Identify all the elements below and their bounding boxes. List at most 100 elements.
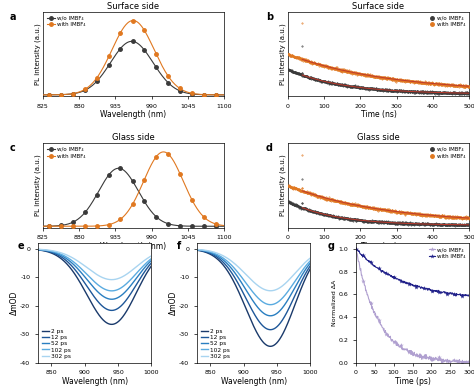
Point xyxy=(385,208,393,214)
Point xyxy=(405,89,412,95)
Point xyxy=(346,83,353,89)
with IMBF₄ xyxy=(353,247,359,251)
Point xyxy=(317,210,325,217)
Point xyxy=(457,90,465,96)
Point xyxy=(419,79,427,85)
Point xyxy=(428,80,436,86)
Point xyxy=(320,211,328,217)
Point xyxy=(328,213,336,219)
Point xyxy=(340,216,347,222)
Point xyxy=(396,220,404,226)
Point xyxy=(396,88,403,94)
2 ps xyxy=(128,301,134,305)
Point xyxy=(445,81,453,88)
Point xyxy=(325,212,332,218)
Legend: w/o IMBF₄, with IMBF₄: w/o IMBF₄, with IMBF₄ xyxy=(46,14,86,28)
Point xyxy=(439,213,447,219)
Point xyxy=(392,210,400,216)
Point xyxy=(393,210,401,216)
Point xyxy=(299,56,306,62)
2 ps xyxy=(148,264,154,268)
Text: c: c xyxy=(10,143,16,153)
Point xyxy=(441,90,449,96)
Point xyxy=(427,81,434,87)
Point xyxy=(434,221,441,227)
Point xyxy=(388,76,395,82)
Point xyxy=(365,72,372,78)
Point xyxy=(455,82,462,88)
Point xyxy=(349,83,357,89)
Point xyxy=(304,57,312,63)
Y-axis label: Normalized ΔA: Normalized ΔA xyxy=(332,280,337,326)
Point xyxy=(403,209,411,215)
Point xyxy=(376,218,383,224)
Point xyxy=(456,82,463,88)
Point xyxy=(356,85,364,91)
102 ps xyxy=(146,258,152,263)
Point xyxy=(462,216,470,222)
Point xyxy=(334,81,342,88)
Point xyxy=(366,85,374,91)
Point xyxy=(331,81,338,87)
12 ps xyxy=(109,308,114,313)
Point xyxy=(337,82,344,88)
Point xyxy=(452,220,459,227)
Point xyxy=(345,201,352,207)
Point xyxy=(361,71,368,77)
Point xyxy=(356,203,364,209)
Point xyxy=(317,63,325,69)
Point xyxy=(359,71,367,77)
Point xyxy=(372,74,379,80)
Point xyxy=(456,215,464,221)
Legend: w/o IMBF₄, with IMBF₄: w/o IMBF₄, with IMBF₄ xyxy=(428,246,466,260)
Point xyxy=(367,85,374,91)
Point xyxy=(304,57,311,63)
Point xyxy=(330,214,338,220)
Point xyxy=(396,210,403,216)
Point xyxy=(444,81,452,88)
Point xyxy=(320,63,328,69)
Point xyxy=(309,75,317,81)
Point xyxy=(422,212,430,218)
Point xyxy=(334,67,342,73)
Point xyxy=(391,220,398,226)
Point xyxy=(342,215,349,222)
Point xyxy=(419,212,427,218)
12 ps xyxy=(308,263,313,268)
Point xyxy=(402,88,410,94)
Point xyxy=(427,221,435,227)
Point xyxy=(332,65,340,71)
Point xyxy=(423,80,430,86)
Point xyxy=(360,204,368,210)
Point xyxy=(288,68,296,74)
X-axis label: Wavelength (nm): Wavelength (nm) xyxy=(100,242,166,251)
Point xyxy=(348,83,356,89)
Point xyxy=(455,90,462,96)
Point xyxy=(410,220,417,227)
Point xyxy=(376,205,383,211)
Point xyxy=(349,216,357,222)
Point xyxy=(356,203,363,209)
Point xyxy=(444,82,451,88)
Point xyxy=(424,89,432,95)
Point xyxy=(410,78,418,85)
Point xyxy=(458,83,466,89)
Point xyxy=(314,61,322,67)
Point xyxy=(392,87,400,93)
Point xyxy=(305,74,313,81)
Point xyxy=(405,221,412,227)
Point xyxy=(405,88,413,94)
Point xyxy=(323,196,330,202)
Point xyxy=(451,89,458,95)
102 ps xyxy=(35,247,41,252)
Point xyxy=(286,199,293,205)
Point xyxy=(452,213,459,220)
Point xyxy=(339,215,347,221)
Point xyxy=(379,74,386,80)
Point xyxy=(430,82,438,88)
Point xyxy=(318,79,325,85)
Point xyxy=(429,80,437,86)
Point xyxy=(442,222,449,228)
Point xyxy=(302,73,310,80)
Point xyxy=(289,53,296,59)
